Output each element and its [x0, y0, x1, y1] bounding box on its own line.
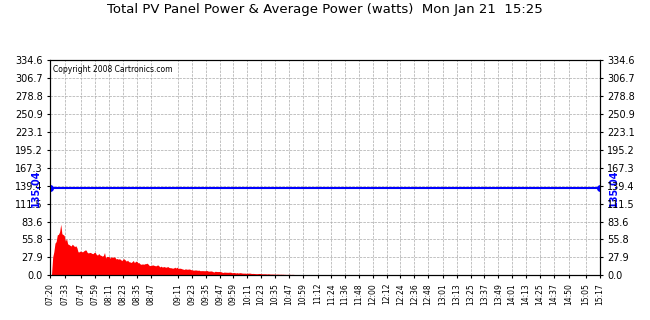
Text: Copyright 2008 Cartronics.com: Copyright 2008 Cartronics.com	[53, 65, 173, 74]
Text: Total PV Panel Power & Average Power (watts)  Mon Jan 21  15:25: Total PV Panel Power & Average Power (wa…	[107, 3, 543, 16]
Text: 135.04: 135.04	[609, 170, 619, 207]
Text: 135.04: 135.04	[31, 170, 41, 207]
